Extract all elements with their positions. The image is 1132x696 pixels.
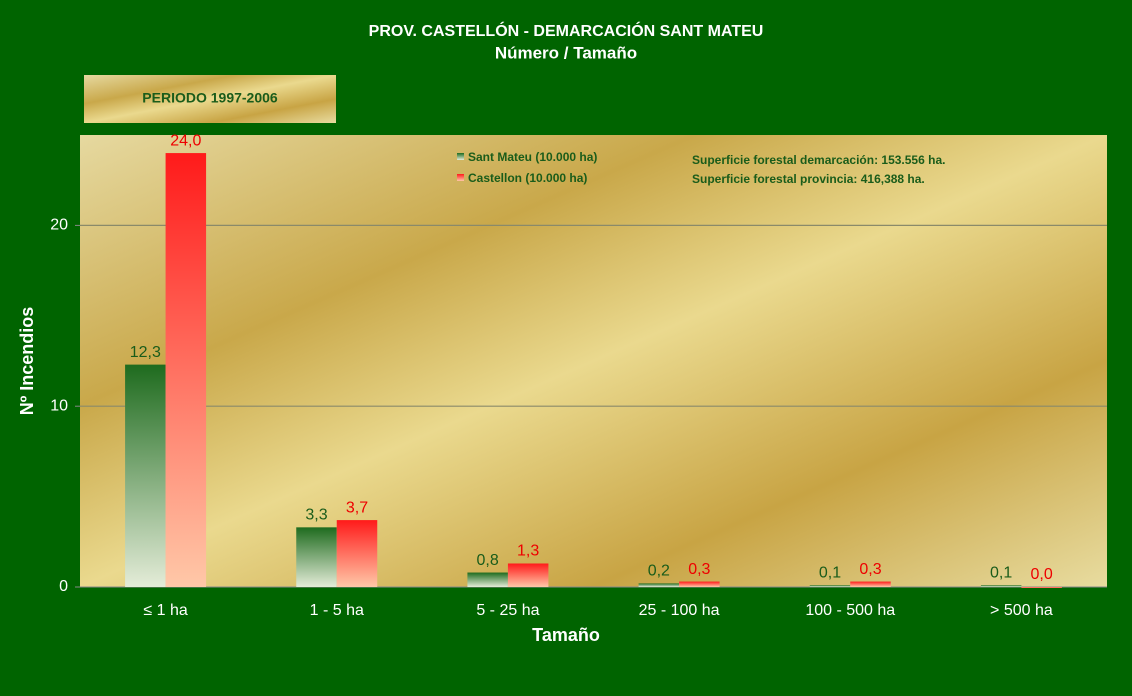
bar bbox=[507, 563, 549, 587]
bar bbox=[467, 572, 508, 587]
y-tick-label: 10 bbox=[50, 397, 68, 414]
x-tick-label: 5 - 25 ha bbox=[476, 602, 539, 619]
x-tick-label: > 500 ha bbox=[990, 602, 1053, 619]
period-label: PERIODO 1997-2006 bbox=[142, 90, 278, 106]
bar bbox=[125, 364, 166, 587]
value-label: 0,3 bbox=[859, 561, 881, 578]
value-label: 0,1 bbox=[819, 564, 841, 581]
chart-title: PROV. CASTELLÓN - DEMARCACIÓN SANT MATEU bbox=[369, 21, 764, 40]
legend-swatch bbox=[457, 153, 464, 160]
x-tick-label: 1 - 5 ha bbox=[310, 602, 364, 619]
plot-area bbox=[80, 135, 1107, 587]
value-label: 0,1 bbox=[990, 564, 1012, 581]
bar bbox=[980, 585, 1022, 587]
value-label: 24,0 bbox=[170, 132, 201, 149]
bar bbox=[850, 581, 891, 587]
y-axis-label: Nº Incendios bbox=[17, 307, 37, 416]
bar bbox=[296, 527, 337, 587]
value-label: 0,3 bbox=[688, 561, 710, 578]
bar bbox=[809, 585, 851, 587]
x-tick-label: 100 - 500 ha bbox=[805, 602, 895, 619]
legend-label: Sant Mateu (10.000 ha) bbox=[468, 150, 597, 164]
period-box bbox=[84, 75, 336, 123]
value-label: 12,3 bbox=[130, 344, 161, 361]
legend-swatch bbox=[457, 174, 464, 181]
value-label: 3,7 bbox=[346, 499, 368, 516]
value-label: 0,0 bbox=[1031, 566, 1053, 583]
bar bbox=[638, 583, 680, 587]
y-tick-label: 20 bbox=[50, 217, 68, 234]
value-label: 0,8 bbox=[477, 552, 499, 569]
bar bbox=[165, 153, 207, 587]
x-tick-label: ≤ 1 ha bbox=[143, 602, 187, 619]
bar bbox=[679, 581, 720, 587]
value-label: 1,3 bbox=[517, 543, 539, 560]
annotation: Superficie forestal demarcación: 153.556… bbox=[692, 153, 945, 167]
x-axis-label: Tamaño bbox=[532, 625, 600, 645]
chart-subtitle: Número / Tamaño bbox=[495, 43, 637, 62]
value-label: 0,2 bbox=[648, 563, 670, 580]
legend-label: Castellon (10.000 ha) bbox=[468, 171, 587, 185]
bar bbox=[336, 520, 378, 587]
x-tick-label: 25 - 100 ha bbox=[639, 602, 720, 619]
value-label: 3,3 bbox=[305, 507, 327, 524]
bar bbox=[1021, 587, 1062, 588]
annotation: Superficie forestal provincia: 416,388 h… bbox=[692, 172, 925, 186]
y-tick-label: 0 bbox=[59, 578, 68, 595]
